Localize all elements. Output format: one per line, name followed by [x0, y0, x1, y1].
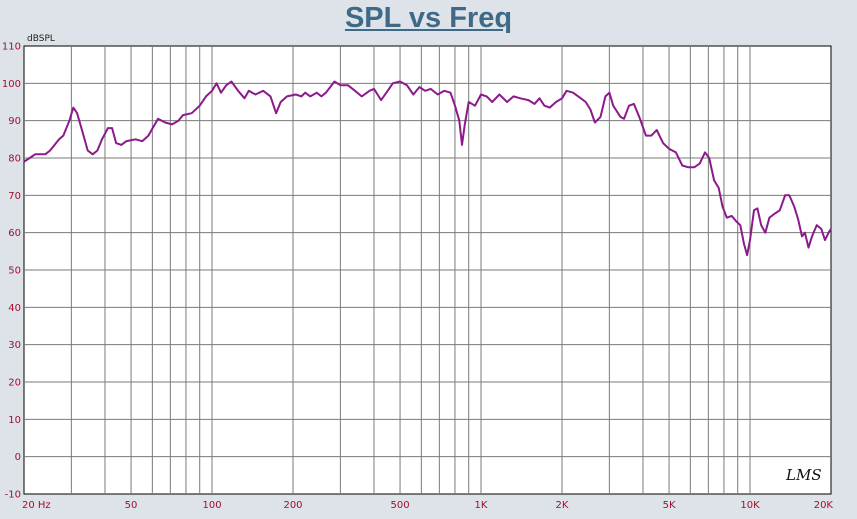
- y-tick-label: 10: [8, 415, 21, 426]
- y-tick-label: 20: [8, 378, 21, 389]
- x-tick-label: 2K: [556, 500, 569, 511]
- spl-series-line: [23, 80, 832, 257]
- y-tick-label: 50: [8, 266, 21, 277]
- x-tick-label: 1K: [475, 500, 488, 511]
- y-tick-label: -10: [5, 490, 21, 501]
- y-axis-ticks: -10 0 10 20 30 40 50 60 70 80 90 100 110: [2, 42, 21, 501]
- x-tick-label: 5K: [663, 500, 676, 511]
- x-axis-ticks: 20 Hz 50 100 200 500 1K 2K 5K 10K 20K: [22, 500, 833, 511]
- y-axis-label: dBSPL: [27, 34, 55, 44]
- y-tick-label: 90: [8, 116, 21, 127]
- x-tick-label: 50: [125, 500, 138, 511]
- x-tick-label: 10K: [740, 500, 760, 511]
- watermark-lms: LMS: [785, 466, 822, 484]
- y-tick-label: 80: [8, 154, 21, 165]
- x-tick-label: 500: [390, 500, 409, 511]
- y-tick-label: 0: [15, 452, 21, 463]
- y-tick-label: 110: [2, 42, 21, 53]
- y-tick-label: 100: [2, 79, 21, 90]
- x-tick-label: 100: [202, 500, 221, 511]
- y-tick-label: 40: [8, 303, 21, 314]
- horizontal-grid: [24, 82, 831, 458]
- y-tick-label: 30: [8, 340, 21, 351]
- chart-title: SPL vs Freq: [344, 2, 513, 34]
- x-tick-label: 20K: [814, 500, 834, 511]
- x-tick-label: 20 Hz: [22, 500, 51, 511]
- y-tick-label: 60: [8, 228, 21, 239]
- x-tick-label: 200: [283, 500, 302, 511]
- y-tick-label: 70: [8, 191, 21, 202]
